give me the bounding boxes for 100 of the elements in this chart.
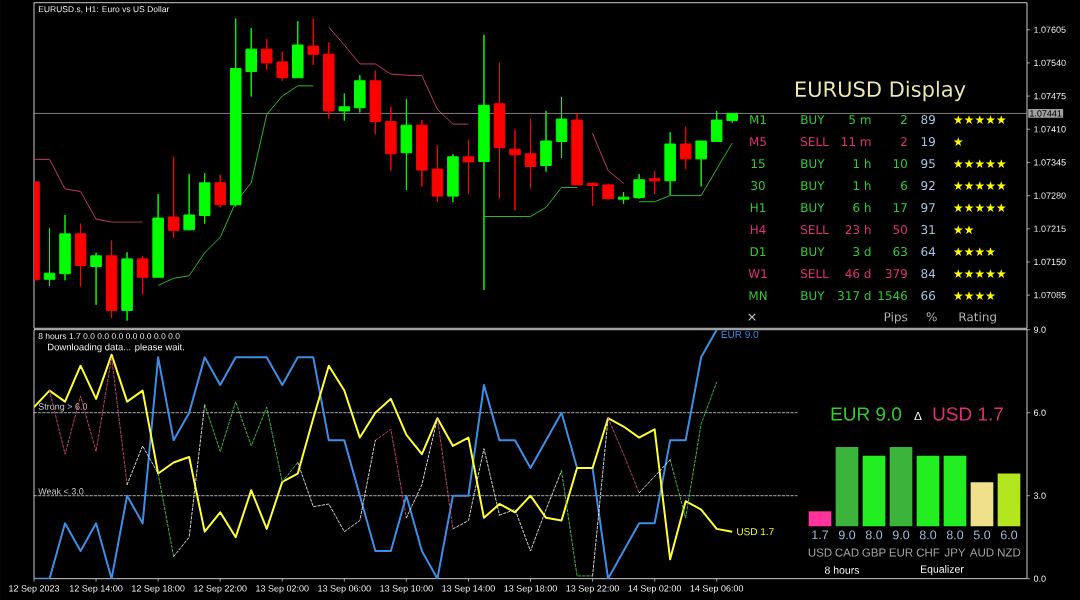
- ref-line-label: Weak < 3.0: [38, 487, 84, 495]
- text: ★★★★★: [953, 159, 1006, 168]
- candlestick: [136, 255, 149, 296]
- category-label: D1: [750, 247, 766, 256]
- text: ★★★★★: [953, 203, 1006, 212]
- y-tick-label: 1.07605: [1034, 26, 1066, 33]
- bar: [970, 482, 994, 527]
- bar: [835, 446, 859, 527]
- candlestick: [183, 173, 195, 231]
- data-label: 5.0: [973, 530, 991, 540]
- candlestick: [90, 252, 102, 306]
- candlestick: [307, 18, 320, 66]
- text: BUY: [801, 159, 825, 169]
- annotation: EUR 9.0: [721, 330, 759, 338]
- category-label: MN: [749, 291, 767, 300]
- x-tick-label: 14 Sep 06:00: [690, 585, 744, 594]
- annotation: EUR 9.0: [831, 407, 902, 421]
- y-tick-label: 3.0: [1033, 492, 1046, 499]
- candlestick: [105, 240, 118, 319]
- bar: [997, 473, 1021, 527]
- ref-line-label: Strong > 6.0: [38, 403, 88, 412]
- y-tick-label: 1.07280: [1034, 192, 1066, 199]
- candlestick: [323, 42, 335, 120]
- text: 379: [885, 269, 907, 279]
- candlestick: [617, 191, 630, 205]
- y-tick-label: 1.07475: [1034, 92, 1066, 100]
- text: SELL: [800, 269, 829, 279]
- x-tick-label: JPY: [944, 548, 966, 557]
- text: 317 d: [838, 290, 871, 301]
- candlestick: [524, 118, 537, 189]
- y-tick-label: 1.07410: [1034, 126, 1066, 133]
- x-tick-label: 13 Sep 10:00: [380, 585, 433, 594]
- candlestick: [229, 18, 242, 207]
- candlestick: [571, 112, 583, 186]
- annotation: ∆: [914, 411, 922, 421]
- x-tick-label: 13 Sep 02:00: [256, 585, 309, 594]
- x-tick-label: 13 Sep 14:00: [442, 585, 495, 594]
- bar: [889, 446, 913, 527]
- y-tick-label: 6.0: [1033, 409, 1046, 416]
- candlestick: [493, 62, 506, 200]
- text: 23 h: [845, 224, 871, 235]
- candlestick: [198, 172, 211, 225]
- candlestick: [276, 51, 289, 82]
- ref-line-label: 1.07441: [1030, 110, 1062, 117]
- category-label: H1: [750, 203, 766, 212]
- category-label: M1: [750, 115, 766, 124]
- candlestick: [292, 20, 304, 79]
- text: 95: [921, 159, 935, 169]
- text: 64: [921, 247, 936, 257]
- candlestick: [74, 223, 87, 287]
- candlestick: [214, 174, 226, 208]
- x-tick-label: 12 Sep 14:00: [69, 585, 123, 594]
- data-label: 9.0: [838, 530, 856, 540]
- bar: [943, 455, 967, 527]
- annotation: Equalizer: [920, 565, 964, 575]
- annotation: USD 1.7: [933, 407, 1003, 421]
- text: 5 m: [849, 115, 871, 125]
- candlestick: [695, 140, 707, 187]
- candlestick: [478, 34, 490, 291]
- candlestick: [245, 27, 257, 98]
- text: 2: [901, 137, 907, 146]
- annotation: ×: [748, 313, 756, 321]
- text: ★: [953, 137, 963, 146]
- candlestick: [648, 170, 661, 195]
- text: BUY: [801, 203, 825, 213]
- category-label: 15: [751, 159, 765, 169]
- candlestick: [385, 106, 397, 172]
- x-tick-label: CAD: [835, 548, 859, 557]
- x-tick-label: 13 Sep 22:00: [566, 585, 619, 594]
- candlestick: [710, 110, 723, 143]
- data-label: 1.7: [812, 530, 829, 540]
- x-tick-label: AUD: [969, 548, 994, 557]
- y-tick-label: 0.0: [1033, 575, 1046, 582]
- candlestick: [555, 96, 568, 159]
- category-label: H4: [750, 225, 766, 234]
- candlestick: [462, 139, 475, 195]
- candlestick: [431, 144, 444, 203]
- y-tick-label: 1.07085: [1034, 291, 1066, 299]
- y-tick-label: 1.07150: [1034, 258, 1066, 266]
- x-tick-label: NZD: [998, 548, 1021, 557]
- text: ★★★★★: [953, 115, 1006, 124]
- data-label: 8.0: [919, 530, 937, 540]
- candlestick: [121, 251, 133, 322]
- x-tick-label: EUR: [889, 548, 913, 557]
- candlestick: [447, 153, 459, 203]
- text: BUY: [801, 291, 825, 301]
- category-label: W1: [748, 269, 767, 278]
- text: ★★★★★: [953, 181, 1006, 190]
- text: 92: [921, 181, 935, 191]
- candlestick: [679, 126, 692, 170]
- text: 19: [921, 137, 935, 147]
- candlestick: [726, 112, 738, 124]
- text: 97: [921, 203, 935, 213]
- text: 6 h: [853, 202, 871, 213]
- text: EURUSD Display: [795, 80, 966, 102]
- annotation: Downloading data... please wait.: [48, 343, 184, 353]
- category-label: Rating: [959, 312, 996, 324]
- candlestick: [664, 131, 676, 196]
- data-label: 9.0: [892, 530, 910, 540]
- candlestick: [338, 93, 351, 122]
